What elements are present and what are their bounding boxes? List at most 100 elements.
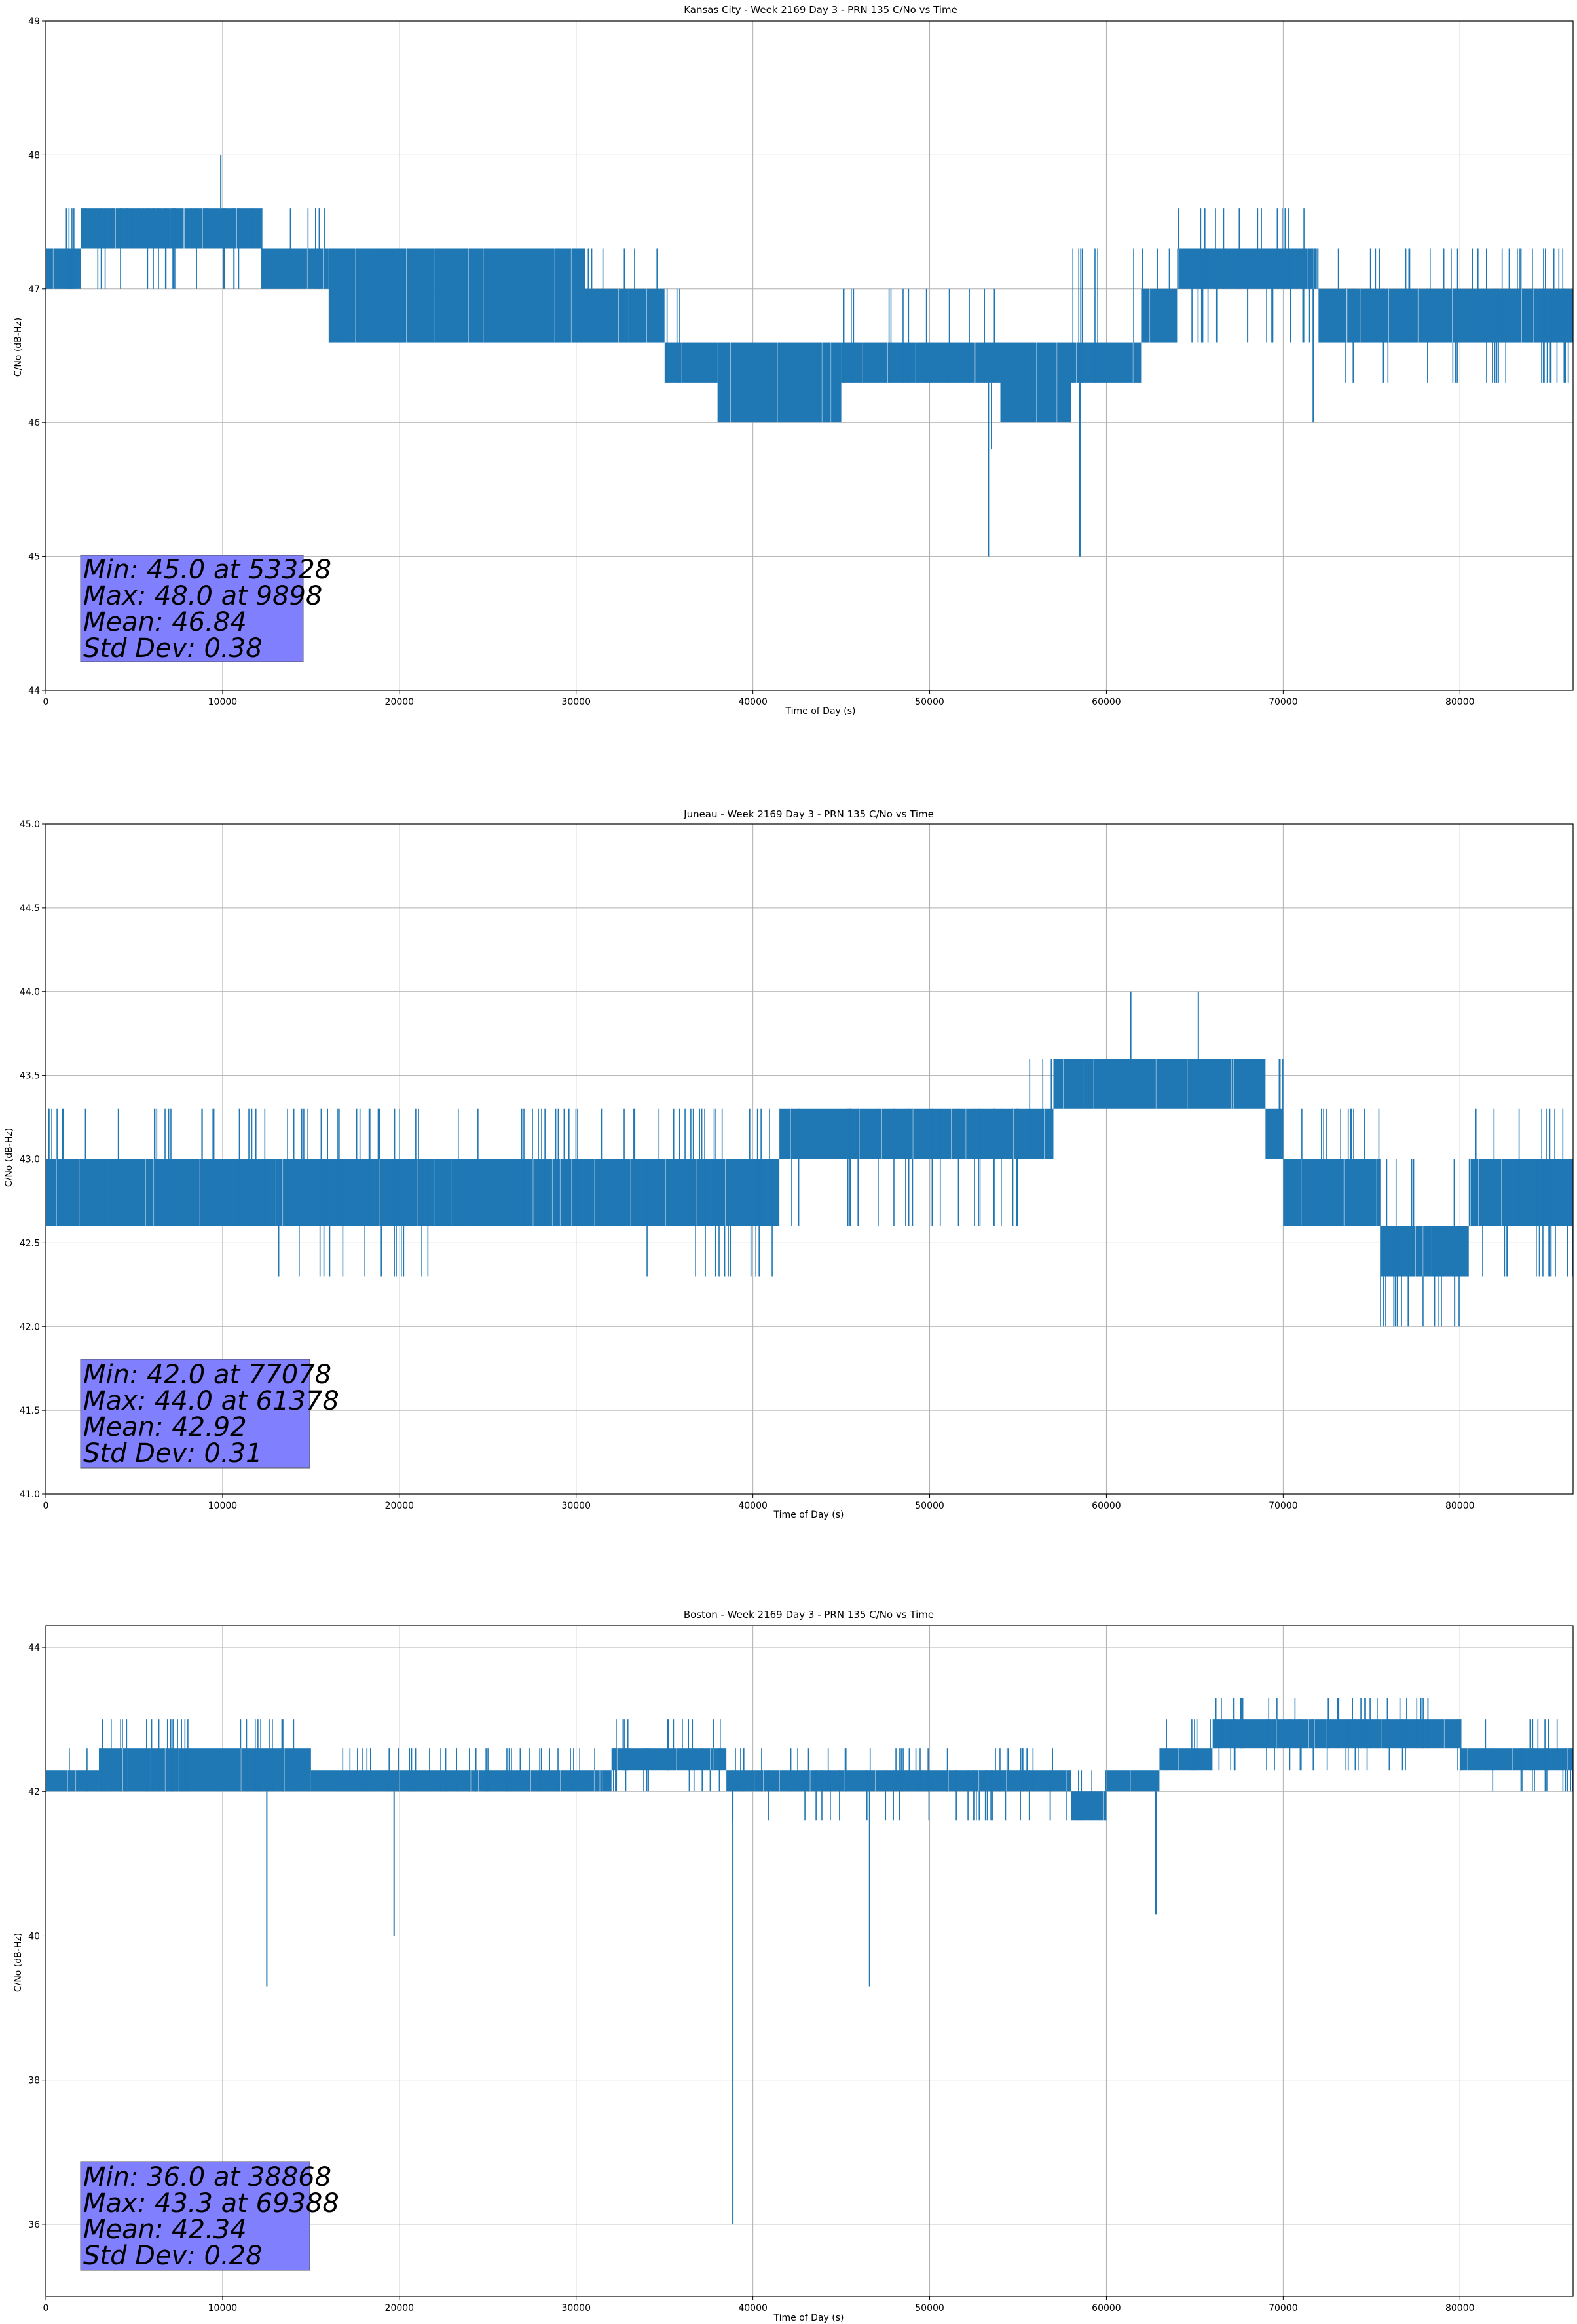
stats-std-dev: Std Dev: 0.28: [83, 2241, 263, 2271]
stats-box-background: [80, 1359, 310, 1469]
stats-std-dev: Std Dev: 0.38: [83, 633, 263, 664]
y-tick-label: 44: [28, 1643, 40, 1653]
x-tick-label: 10000: [208, 697, 238, 707]
stats-min: Min: 36.0 at 38868: [83, 2162, 331, 2192]
plot-area: 0 10000 20000 30000 40000 50000 60000 70000 8000…: [28, 16, 1574, 707]
x-tick-label: 10000: [208, 2303, 238, 2314]
stats-box-background: [80, 2161, 310, 2271]
y-tick-label: 44: [28, 686, 40, 696]
data-band: [1000, 342, 1071, 423]
data-band: [1141, 288, 1178, 343]
data-band: [1026, 1108, 1054, 1159]
y-tick-label: 43.0: [20, 1155, 40, 1165]
axes-frame: [45, 20, 1574, 691]
plot-area: 0 10000 20000 30000 40000 50000 60000 70000 8000…: [20, 819, 1574, 1511]
data-band: [434, 1159, 647, 1226]
axes-frame: [45, 1625, 1574, 2297]
x-tick-label: 50000: [915, 697, 944, 707]
chart-title: Juneau - Week 2169 Day 3 - PRN 135 C/No …: [683, 808, 934, 820]
x-tick-label: 70000: [1269, 2303, 1298, 2314]
x-axis-label: Time of Day (s): [773, 2313, 844, 2323]
x-tick-label: 60000: [1092, 2303, 1121, 2314]
data-band: [46, 1770, 99, 1792]
stats-min: Min: 45.0 at 53328: [83, 555, 331, 585]
data-band: [664, 342, 718, 383]
data-band: [1460, 1748, 1573, 1771]
data-band: [46, 248, 81, 289]
data-band: [310, 1770, 612, 1792]
y-tick-label: 48: [28, 150, 40, 160]
chart-title: Kansas City - Week 2169 Day 3 - PRN 135 …: [684, 4, 957, 16]
x-tick-label: 20000: [385, 697, 415, 707]
data-band: [328, 248, 435, 343]
x-tick-label: 20000: [385, 2303, 415, 2314]
y-tick-label: 38: [28, 2076, 40, 2086]
stats-max: Max: 48.0 at 9898: [83, 581, 322, 611]
data-band: [98, 1748, 311, 1792]
x-tick-label: 30000: [561, 697, 591, 707]
stats-max: Max: 43.3 at 69388: [83, 2188, 339, 2219]
stats-std-dev: Std Dev: 0.31: [83, 1438, 263, 1469]
y-tick-label: 42.5: [20, 1238, 40, 1248]
x-tick-label: 30000: [561, 2303, 591, 2314]
x-tick-label: 70000: [1269, 1501, 1298, 1511]
y-tick-label: 46: [28, 418, 40, 428]
y-tick-label: 41.0: [20, 1490, 40, 1500]
data-band: [1468, 1159, 1573, 1226]
stats-box: Min: 36.0 at 38868 Max: 43.3 at 69388 Me…: [80, 2161, 339, 2271]
x-tick-label: 50000: [915, 1501, 944, 1511]
x-tick-label: 40000: [738, 697, 768, 707]
data-series: [46, 155, 1573, 557]
y-tick-label: 36: [28, 2220, 40, 2230]
data-band: [717, 342, 842, 423]
data-band: [1283, 1159, 1381, 1226]
x-tick-label: 80000: [1445, 2303, 1475, 2314]
data-band: [1159, 1748, 1213, 1771]
data-series: [46, 1698, 1573, 2224]
data-band: [726, 1770, 1071, 1792]
data-band: [261, 248, 329, 289]
x-tick-label: 60000: [1092, 697, 1121, 707]
x-tick-label: 0: [43, 1501, 49, 1511]
stats-mean: Mean: 42.34: [83, 2215, 247, 2245]
y-axis-label: C/No (dB-Hz): [13, 1933, 24, 1992]
subplot-kansas-city: Kansas City - Week 2169 Day 3 - PRN 135 …: [13, 4, 1574, 717]
subplot-juneau: Juneau - Week 2169 Day 3 - PRN 135 C/No …: [4, 808, 1574, 1520]
data-band: [1106, 1770, 1160, 1792]
data-band: [1071, 342, 1142, 383]
stats-mean: Mean: 42.92: [83, 1412, 247, 1442]
y-tick-label: 42: [28, 1787, 40, 1797]
x-tick-label: 60000: [1092, 1501, 1121, 1511]
plot-area: 0 10000 20000 30000 40000 50000 60000 70000 8000…: [28, 1625, 1574, 2314]
data-band: [1212, 1719, 1460, 1749]
data-band: [434, 248, 585, 343]
x-tick-label: 20000: [385, 1501, 415, 1511]
subplot-boston: Boston - Week 2169 Day 3 - PRN 135 C/No …: [13, 1609, 1574, 2323]
x-tick-label: 40000: [738, 1501, 768, 1511]
data-band: [46, 1159, 276, 1226]
y-tick-label: 44.0: [20, 987, 40, 998]
y-axis-label: C/No (dB-Hz): [13, 318, 24, 377]
x-tick-label: 70000: [1269, 697, 1298, 707]
y-tick-label: 43.5: [20, 1071, 40, 1081]
x-tick-label: 40000: [738, 2303, 768, 2314]
data-band: [611, 1748, 727, 1771]
y-tick-label: 41.5: [20, 1406, 40, 1416]
y-tick-label: 49: [28, 16, 40, 27]
stats-max: Max: 44.0 at 61378: [83, 1386, 339, 1416]
x-tick-label: 80000: [1445, 697, 1475, 707]
data-series: [46, 991, 1573, 1327]
y-tick-label: 40: [28, 1931, 40, 1941]
y-tick-label: 45.0: [20, 819, 40, 830]
x-tick-label: 80000: [1445, 1501, 1475, 1511]
y-axis-label: C/No (dB-Hz): [4, 1128, 14, 1187]
stats-min: Min: 42.0 at 77078: [83, 1360, 331, 1390]
x-tick-label: 10000: [208, 1501, 238, 1511]
stats-box-background: [80, 555, 304, 662]
y-tick-label: 42.0: [20, 1322, 40, 1332]
data-band: [1318, 288, 1573, 343]
x-tick-label: 30000: [561, 1501, 591, 1511]
data-band: [1053, 1059, 1266, 1109]
stats-mean: Mean: 46.84: [83, 607, 247, 637]
